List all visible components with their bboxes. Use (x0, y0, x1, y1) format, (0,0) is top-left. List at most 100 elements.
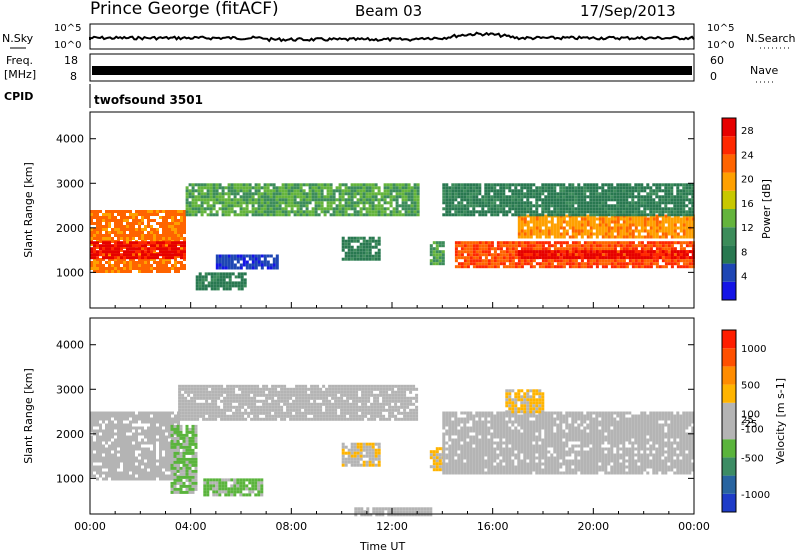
x-tick-label: 16:00 (477, 520, 509, 533)
colorbar-tick-label: 20 (741, 175, 754, 186)
heatmap-region (341, 442, 381, 467)
date-title: 17/Sep/2013 (580, 2, 676, 20)
freq-label-1: Freq. (6, 54, 33, 67)
freq-label-2: [MHz] (4, 68, 36, 81)
power-plot-area (90, 183, 695, 291)
velocity-ylabel: Slant Range [km] (22, 368, 35, 464)
x-tick-label: 12:00 (376, 520, 408, 533)
colorbar-segment (722, 384, 736, 403)
colorbar-tick-label: 1000 (741, 344, 766, 355)
power-y-axis: 1000 2000 3000 4000 (56, 133, 694, 279)
colorbar-tick-label: 4 (741, 272, 747, 283)
x-tick-label: 04:00 (175, 520, 207, 533)
heatmap-region (178, 384, 419, 421)
colorbar-tick-label: 500 (741, 381, 760, 392)
power-colorbar: 4 8 12 16 20 24 28 Power [dB] (721, 117, 773, 301)
colorbar-tick-label: -100 (741, 424, 764, 435)
power-x-ticks (89, 302, 695, 308)
noise-line (89, 31, 695, 43)
cpid-value: twofsound 3501 (94, 93, 203, 107)
colorbar-segment (722, 118, 736, 137)
heatmap-region (215, 254, 279, 270)
heatmap-region (517, 214, 695, 239)
colorbar-segment (722, 190, 736, 209)
colorbar-segment (722, 421, 736, 440)
colorbar-tick-label: -1000 (741, 490, 770, 501)
nsearch-label: N.Search (746, 32, 796, 45)
heatmap-region (442, 411, 695, 475)
x-tick-label: 00:00 (678, 520, 710, 533)
freq-band (92, 66, 692, 75)
heatmap-region (517, 250, 695, 260)
colorbar-segment (722, 172, 736, 191)
cpid-label: CPID (4, 90, 33, 103)
power-colorbar-label: Power [dB] (760, 179, 773, 239)
x-tick-label: 08:00 (275, 520, 307, 533)
noise-tick-low-right: 10^0 (707, 40, 734, 51)
colorbar-segment (722, 330, 736, 349)
nave-tick-low: 0 (710, 70, 717, 83)
colorbar-segment (722, 154, 736, 173)
freq-tick-high: 18 (64, 54, 78, 67)
x-tick-label: 00:00 (74, 520, 106, 533)
colorbar-tick-label: 24 (741, 150, 754, 161)
heatmap-region (90, 241, 186, 260)
heatmap-region (505, 389, 545, 414)
heatmap-region (170, 424, 198, 494)
heatmap-region (90, 411, 180, 481)
velocity-y-axis: 1000 2000 3000 4000 (56, 339, 694, 485)
colorbar-segment (722, 439, 736, 458)
colorbar-tick-label: 8 (741, 248, 747, 259)
colorbar-segment (722, 402, 736, 421)
heatmap-region (185, 183, 420, 217)
freq-tick-low: 8 (70, 70, 77, 83)
velocity-plot-area (90, 384, 695, 517)
station-title: Prince George (fitACF) (90, 0, 279, 19)
colorbar-segment (722, 457, 736, 476)
colorbar-segment (722, 493, 736, 512)
cpid-panel: CPID twofsound 3501 (4, 84, 203, 108)
colorbar-tick-label: -25 (741, 419, 757, 430)
colorbar-segment (722, 227, 736, 246)
colorbar-segment (722, 281, 736, 300)
colorbar-segment (722, 136, 736, 155)
colorbar-tick-label: -500 (741, 453, 764, 464)
colorbar-tick-label: 16 (741, 199, 754, 210)
y-tick-label: 2000 (56, 222, 84, 235)
noise-tick-high-left: 10^5 (54, 23, 81, 34)
y-tick-label: 1000 (56, 472, 84, 485)
colorbar-segment (722, 209, 736, 228)
y-tick-label: 1000 (56, 266, 84, 279)
power-panel: 1000 2000 3000 4000 Slant Range [km] (22, 111, 695, 309)
nave-tick-high: 60 (710, 54, 724, 67)
heatmap-region (203, 478, 264, 497)
heatmap-region (429, 241, 445, 266)
colorbar-segment (722, 366, 736, 385)
colorbar-tick-label: 28 (741, 126, 754, 137)
velocity-colorbar-label: Velocity [m s-1] (774, 378, 787, 464)
x-tick-label: 20:00 (577, 520, 609, 533)
colorbar-segment (722, 263, 736, 282)
noise-panel: N.Sky 10^5 10^0 10^5 10^0 N.Search (2, 23, 796, 51)
heatmap-region (354, 507, 433, 517)
colorbar-segment (722, 245, 736, 264)
y-tick-label: 2000 (56, 428, 84, 441)
colorbar-segment (722, 348, 736, 367)
noise-tick-high-right: 10^5 (707, 23, 734, 34)
heatmap-region (195, 272, 247, 291)
freq-panel: Freq. [MHz] 18 8 60 0 Nave (4, 53, 778, 83)
colorbar-tick-label: 100 (741, 410, 760, 421)
velocity-x-axis: 00:00 04:00 08:00 12:00 16:00 20:00 00:00 (74, 508, 710, 533)
colorbar-segment (722, 475, 736, 494)
colorbar-tick-label: 12 (741, 223, 754, 234)
nsky-label: N.Sky (2, 32, 34, 45)
beam-title: Beam 03 (355, 2, 422, 20)
power-ylabel: Slant Range [km] (22, 162, 35, 258)
heatmap-region (442, 183, 695, 217)
time-axis-label: Time UT (359, 540, 405, 553)
y-tick-label: 4000 (56, 339, 84, 352)
noise-tick-low-left: 10^0 (54, 40, 81, 51)
